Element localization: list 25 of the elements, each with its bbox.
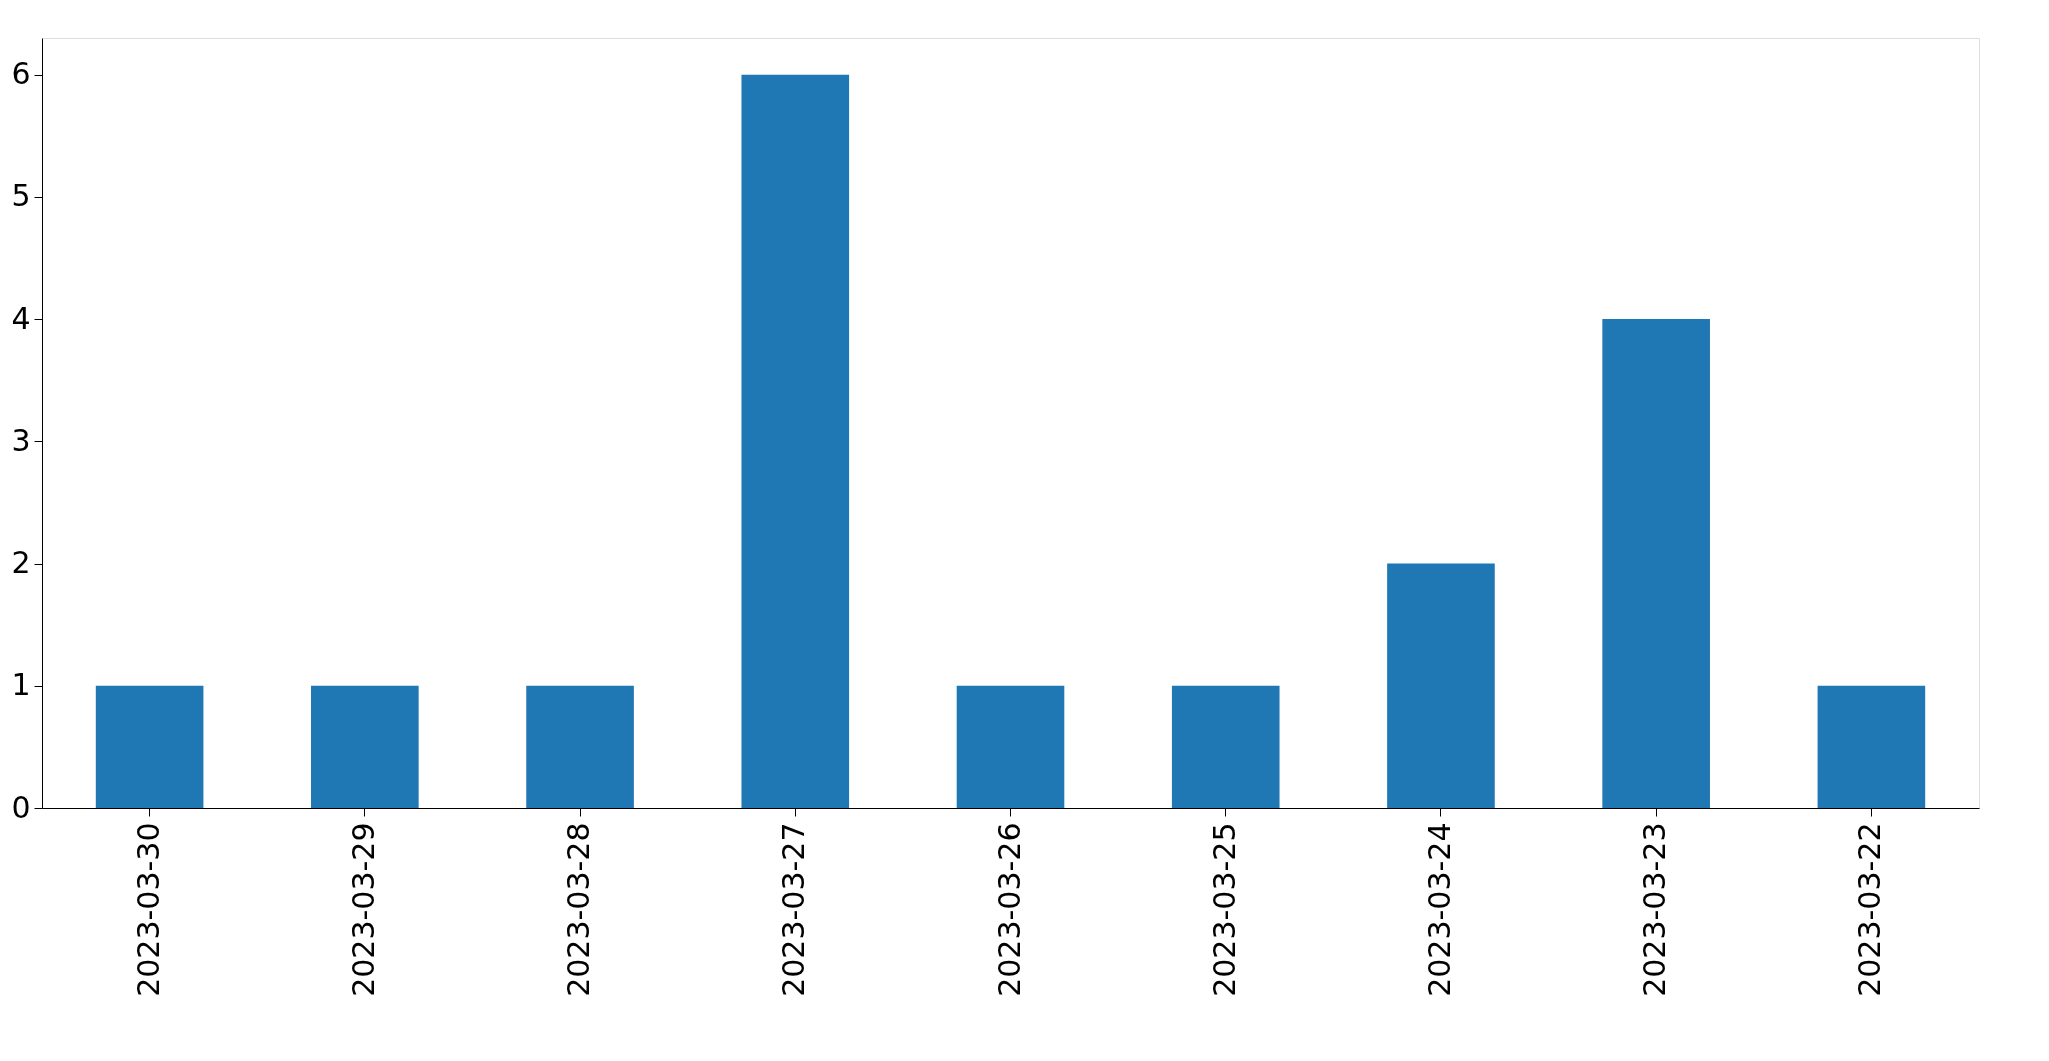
x-tick-label: 2023-03-30 — [130, 822, 166, 997]
bar — [956, 685, 1065, 808]
bar — [1387, 563, 1495, 808]
x-tick-label: 2023-03-24 — [1421, 822, 1457, 997]
x-tick-label: 2023-03-28 — [561, 822, 597, 997]
y-tick-label: 5 — [11, 178, 31, 214]
bar — [741, 74, 850, 808]
y-tick-label: 6 — [11, 56, 31, 92]
bar — [95, 685, 204, 808]
bar — [1602, 319, 1710, 808]
x-tick-label: 2023-03-25 — [1206, 822, 1242, 997]
bar — [1817, 685, 1926, 808]
bar — [526, 685, 634, 808]
y-tick-label: 0 — [11, 789, 31, 825]
bar — [311, 685, 419, 808]
x-tick-label: 2023-03-23 — [1637, 822, 1673, 997]
x-tick-label: 2023-03-26 — [991, 822, 1027, 997]
x-tick-label: 2023-03-27 — [776, 822, 812, 997]
x-tick-label: 2023-03-29 — [345, 822, 381, 997]
y-tick-label: 2 — [11, 545, 31, 581]
x-tick-label: 2023-03-22 — [1852, 822, 1888, 997]
bar — [1171, 685, 1280, 808]
y-tick-label: 3 — [11, 422, 31, 458]
y-tick-label: 1 — [11, 667, 31, 703]
y-tick-label: 4 — [11, 300, 31, 336]
